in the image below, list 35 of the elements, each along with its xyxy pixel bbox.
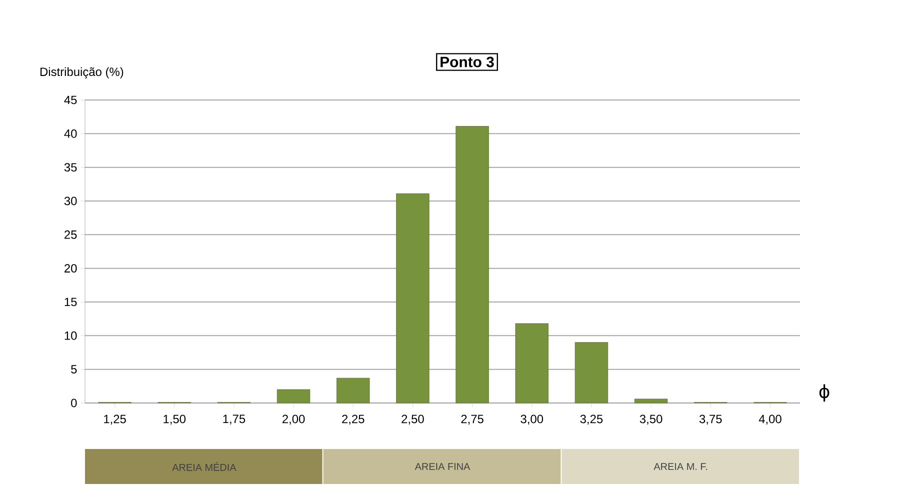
bar [336, 378, 370, 404]
y-tick-label: 35 [64, 163, 77, 172]
x-tick-label: 3,00 [520, 414, 544, 425]
text: AREIA MÉDIA [172, 462, 236, 471]
x-tick-label: 2,25 [342, 414, 364, 425]
bar [574, 342, 608, 404]
text: AREIA M. F. [654, 463, 708, 470]
x-tick-label: 4,00 [758, 414, 782, 425]
text: AREIA FINA [414, 463, 470, 470]
x-tick-label: 2,75 [461, 414, 484, 425]
chart-title: Ponto 3 [440, 56, 494, 68]
x-tick-label: 2,00 [282, 414, 305, 425]
bar [456, 126, 489, 404]
y-tick-label: 20 [64, 264, 77, 273]
bar [515, 323, 548, 404]
bar [396, 193, 430, 404]
y-axis-title: Distribuição (%) [40, 67, 124, 78]
y-tick-label: 0 [71, 398, 77, 408]
x-tick-label: 2,50 [402, 414, 424, 425]
y-tick-label: 45 [64, 96, 77, 104]
x-tick-label: 3,75 [699, 414, 722, 425]
x-tick-label: 3,25 [580, 414, 603, 425]
x-tick-label: 1,75 [223, 414, 246, 425]
y-tick-label: 10 [64, 331, 77, 340]
y-tick-label: 15 [64, 298, 77, 306]
x-axis-title: ϕ [819, 384, 830, 402]
y-tick-label: 40 [64, 129, 77, 138]
bar [276, 389, 310, 404]
y-tick-label: 5 [71, 365, 77, 374]
x-tick-label: 1,50 [164, 414, 186, 425]
x-tick-label: 3,50 [640, 414, 662, 425]
x-tick-label: 1,25 [104, 414, 126, 425]
y-tick-label: 25 [64, 230, 77, 239]
bar [634, 398, 668, 404]
y-tick-label: 30 [64, 196, 77, 206]
